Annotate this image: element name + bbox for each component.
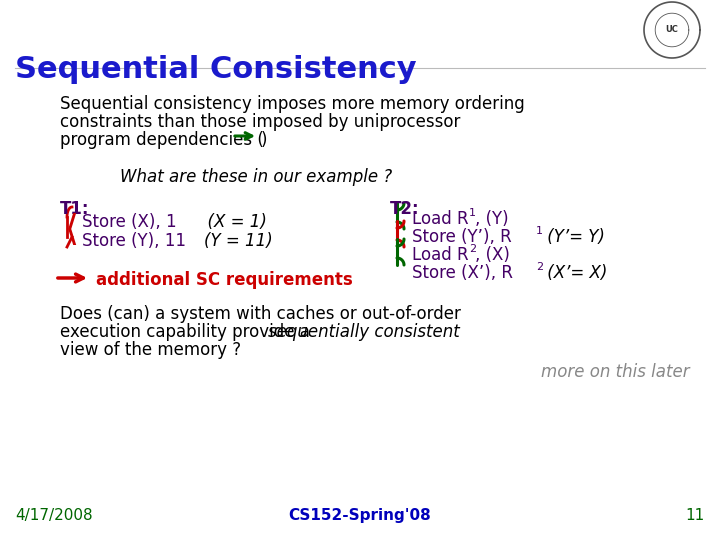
Text: Load R: Load R: [412, 246, 469, 264]
Text: (X = 1): (X = 1): [197, 213, 267, 231]
Text: 11: 11: [685, 508, 705, 523]
Text: T2:: T2:: [390, 200, 420, 218]
Text: execution capability provide a: execution capability provide a: [60, 323, 315, 341]
Text: T1:: T1:: [60, 200, 89, 218]
Text: Store (X’), R: Store (X’), R: [412, 264, 513, 282]
Text: ⟨: ⟨: [65, 213, 79, 247]
Text: 1: 1: [469, 208, 476, 218]
Text: , (X): , (X): [475, 246, 510, 264]
Text: more on this later: more on this later: [541, 363, 690, 381]
Text: Sequential Consistency: Sequential Consistency: [15, 55, 417, 84]
Text: Store (X), 1: Store (X), 1: [82, 213, 176, 231]
Text: CS152-Spring'08: CS152-Spring'08: [289, 508, 431, 523]
Text: Store (Y), 11: Store (Y), 11: [82, 232, 186, 250]
Text: 1: 1: [536, 226, 543, 236]
Text: constraints than those imposed by uniprocessor: constraints than those imposed by unipro…: [60, 113, 460, 131]
Text: ): ): [261, 131, 268, 149]
Text: 4/17/2008: 4/17/2008: [15, 508, 93, 523]
Text: (Y’= Y): (Y’= Y): [542, 228, 605, 246]
Text: 2: 2: [536, 262, 543, 272]
Text: (X’= X): (X’= X): [542, 264, 608, 282]
Text: program dependencies (: program dependencies (: [60, 131, 264, 149]
Text: view of the memory ?: view of the memory ?: [60, 341, 241, 359]
Text: UC: UC: [665, 25, 678, 35]
Text: Sequential consistency imposes more memory ordering: Sequential consistency imposes more memo…: [60, 95, 525, 113]
Text: Load R: Load R: [412, 210, 469, 228]
Text: What are these in our example ?: What are these in our example ?: [120, 168, 392, 186]
Text: , (Y): , (Y): [475, 210, 508, 228]
Text: additional SC requirements: additional SC requirements: [96, 271, 353, 289]
Text: Does (can) a system with caches or out-of-order: Does (can) a system with caches or out-o…: [60, 305, 461, 323]
Text: 2: 2: [469, 244, 476, 254]
Text: Store (Y’), R: Store (Y’), R: [412, 228, 512, 246]
Text: sequentially consistent: sequentially consistent: [268, 323, 460, 341]
Text: (Y = 11): (Y = 11): [204, 232, 273, 250]
